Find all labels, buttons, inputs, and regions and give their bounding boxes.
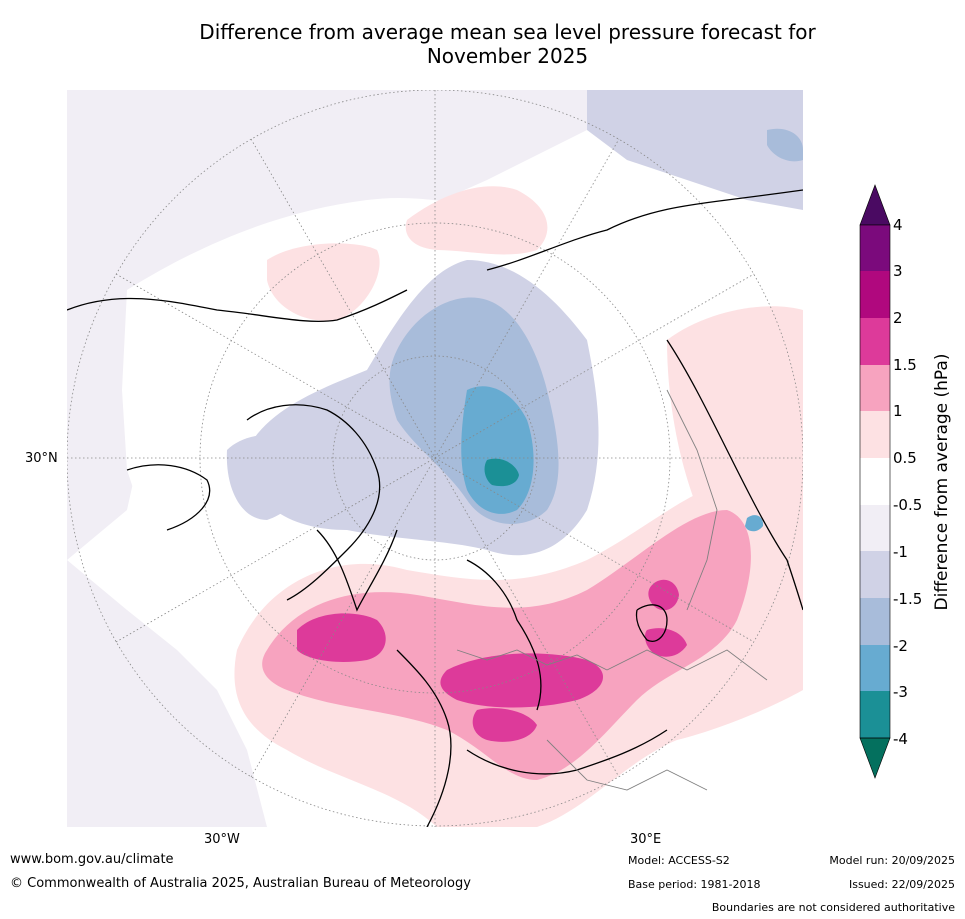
coast-canadian-arctic <box>246 404 381 601</box>
title-line-2: November 2025 <box>426 44 589 68</box>
colorbar-frame <box>859 224 891 739</box>
colorbar-bin-m1tom0.5 <box>860 505 890 551</box>
weak-negative-region-southwest <box>67 560 267 827</box>
footer-website-link[interactable]: www.bom.gov.au/climate <box>10 852 174 867</box>
colorbar-tick-m1.5: -1.5 <box>893 590 923 608</box>
latitude-circle-30 <box>199 222 671 694</box>
strong-positive-central-asia <box>648 579 679 611</box>
coast-caspian <box>635 604 668 642</box>
footer-model: Model: ACCESS-S2 <box>628 854 730 867</box>
colorbar-under-arrow <box>859 737 891 779</box>
coast-north-america <box>67 289 408 322</box>
colorbar-tick-m2: -2 <box>893 637 908 655</box>
colorbar-bin-1.5to2 <box>860 318 890 365</box>
colorbar-tick-0.5: 0.5 <box>893 449 917 467</box>
lat-label-30n: 30°N <box>25 451 58 466</box>
border-central-asia <box>606 649 768 681</box>
map-title: Difference from average mean sea level p… <box>100 20 915 68</box>
lon-label-30e: 30°E <box>630 832 662 847</box>
strong-positive-balkans <box>472 708 537 742</box>
colorbar-bin-1to1.5 <box>860 365 890 411</box>
positive-region-alaska <box>267 243 380 321</box>
coast-europe <box>396 649 452 827</box>
colorbar-bin-m4tom3 <box>860 691 890 738</box>
coast-siberia <box>486 189 803 271</box>
colorbar-tick-4: 4 <box>893 216 903 234</box>
negative-core-siberia <box>461 386 534 514</box>
pressure-anomaly-map <box>67 90 803 827</box>
footer-base-period: Base period: 1981-2018 <box>628 878 761 891</box>
negative-core-north-pacific <box>767 128 803 162</box>
colorbar-tick-m3: -3 <box>893 683 908 701</box>
coast-east-asia <box>666 339 803 611</box>
colorbar-bin-m1.5tom1 <box>860 551 890 598</box>
negative-spot-japan <box>745 515 764 532</box>
negative-region-canada <box>226 435 310 520</box>
meridian-150 <box>250 138 620 778</box>
coast-hudson <box>126 464 211 531</box>
border-middle-east <box>546 739 708 791</box>
graticule <box>67 90 803 827</box>
colorbar-tick-m4: -4 <box>893 730 908 748</box>
title-line-1: Difference from average mean sea level p… <box>199 20 816 44</box>
colorbar-over-arrow <box>859 184 891 226</box>
colorbar-tick-m1: -1 <box>893 543 908 561</box>
border-europe <box>456 649 608 671</box>
colorbar-title: Difference from average (hPa) <box>932 353 952 611</box>
border-russia-china <box>666 389 718 611</box>
colorbar-tick-2: 2 <box>893 309 903 327</box>
colorbar-bin-m3tom2 <box>860 645 890 691</box>
latitude-circle-60 <box>332 355 538 561</box>
strong-positive-north-atlantic <box>297 613 386 662</box>
strong-negative-core-siberia <box>484 458 519 487</box>
colorbar-bin-m2tom1.5 <box>860 598 890 645</box>
colorbar-tick-m0.5: -0.5 <box>893 496 923 514</box>
colorbar-tick-1: 1 <box>893 402 903 420</box>
footer-issued: Issued: 22/09/2025 <box>848 878 955 891</box>
colorbar-tick-3: 3 <box>893 262 903 280</box>
negative-region-north-pacific <box>587 90 803 210</box>
colorbar-bin-neutral <box>860 458 890 505</box>
borders <box>456 389 768 791</box>
neutral-region-north-america <box>122 198 487 530</box>
positive-region-bering <box>405 186 548 255</box>
coast-scandinavia <box>466 559 542 711</box>
coastlines <box>67 189 803 827</box>
coast-greenland <box>316 529 398 612</box>
footer-model-run: Model run: 20/09/2025 <box>829 854 955 867</box>
colorbar-bin-2to3 <box>860 271 890 318</box>
lon-label-30w: 30°W <box>204 832 240 847</box>
strong-positive-europe <box>440 653 604 708</box>
moderate-positive-region <box>262 510 751 780</box>
colorbar-tick-1.5: 1.5 <box>893 356 917 374</box>
colorbar <box>859 184 891 779</box>
footer-disclaimer: Boundaries are not considered authoritat… <box>711 901 955 914</box>
map-canvas <box>67 90 803 827</box>
colorbar-bin-gt3 <box>860 225 890 271</box>
footer-copyright: © Commonwealth of Australia 2025, Austra… <box>10 876 471 891</box>
weak-negative-region-northwest <box>67 90 587 560</box>
colorbar-bin-0.5to1 <box>860 411 890 458</box>
strong-positive-caspian <box>644 628 687 657</box>
